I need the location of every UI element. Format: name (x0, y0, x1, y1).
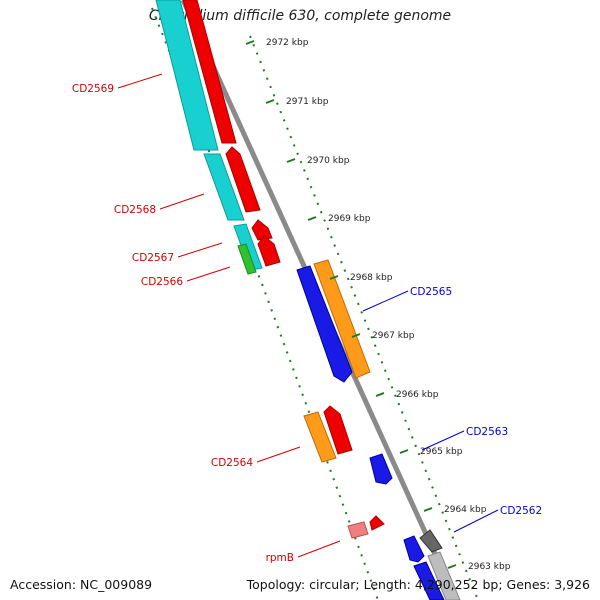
kbp-tick-label: 2970 kbp (307, 156, 350, 166)
gene-label-cd2568[interactable]: CD2568 (114, 204, 156, 216)
feature-cd2569-cyan[interactable] (155, 0, 219, 151)
kbp-tick-label: 2968 kbp (350, 273, 393, 283)
gene-leader-line (421, 430, 465, 451)
kbp-tick-label: 2971 kbp (286, 97, 329, 107)
kbp-tick-mark (351, 333, 361, 338)
accession-text: Accession: NC_009089 (10, 577, 153, 592)
kbp-tick-layer: 2972 kbp 2971 kbp 2970 kbp 2969 kbp 2968 kbp… (245, 38, 511, 572)
inner-tick-line (249, 35, 479, 600)
kbp-tick-mark (286, 158, 296, 163)
gene-label-rpmb[interactable]: rpmB (266, 552, 294, 564)
genome-summary-text: Topology: circular; Length: 4,290,252 bp… (246, 577, 590, 592)
kbp-tick-label: 2966 kbp (396, 390, 439, 400)
kbp-tick-mark (329, 275, 339, 280)
gene-label-cd2565[interactable]: CD2565 (410, 286, 452, 298)
gene-label-cd2567[interactable]: CD2567 (132, 252, 174, 264)
kbp-tick-label: 2963 kbp (468, 562, 511, 572)
kbp-tick-label: 2972 kbp (266, 38, 309, 48)
gene-leader-line (186, 266, 231, 282)
gene-leader-line (453, 509, 499, 533)
map-title: Clostridium difficile 630, complete geno… (148, 8, 452, 24)
gene-label-cd2569[interactable]: CD2569 (72, 83, 114, 95)
gene-label-cd2564[interactable]: CD2564 (211, 457, 253, 469)
kbp-tick-mark (447, 564, 457, 569)
feature-cd2562-gray[interactable] (419, 529, 461, 600)
feature-cd2565-blue[interactable] (296, 265, 353, 383)
feature-cd2565-orange[interactable] (313, 259, 371, 379)
kbp-tick-mark (265, 99, 275, 104)
feature-cd2562-blue[interactable] (403, 535, 445, 600)
feature-cd2567-red[interactable] (251, 219, 281, 267)
feature-cd2563-blue[interactable] (369, 453, 393, 485)
feature-cd2568-red[interactable] (225, 146, 261, 213)
feature-rpmb-pink[interactable] (347, 521, 369, 539)
feature-cd2568-cyan[interactable] (203, 153, 245, 221)
kbp-tick-label: 2964 kbp (444, 505, 487, 515)
gene-label-cd2563[interactable]: CD2563 (466, 426, 508, 438)
kbp-tick-mark (375, 392, 385, 397)
feature-cd2564-red[interactable] (323, 405, 353, 455)
kbp-tick-label: 2969 kbp (328, 214, 371, 224)
gene-leader-line (297, 540, 341, 558)
outer-tick-line-lower (261, 283, 379, 600)
kbp-tick-label: 2967 kbp (372, 331, 415, 341)
feature-cd2564-orange[interactable] (303, 411, 337, 463)
kbp-tick-mark (399, 449, 409, 454)
gene-label-layer: CD2569 CD2568 CD2567 CD2566 CD2564 rpmB CD2565… (72, 73, 542, 564)
gene-label-cd2566[interactable]: CD2566 (141, 276, 183, 288)
kbp-tick-mark (307, 216, 317, 221)
feature-rpmb-red[interactable] (369, 515, 385, 531)
kbp-tick-mark (423, 507, 433, 512)
gene-leader-line (177, 242, 223, 258)
gene-leader-line (117, 73, 163, 89)
feature-cd2566-green[interactable] (237, 243, 257, 275)
gene-leader-line (159, 193, 205, 210)
gene-label-cd2562[interactable]: CD2562 (500, 505, 542, 517)
kbp-tick-mark (245, 40, 255, 45)
kbp-tick-label: 2965 kbp (420, 447, 463, 457)
feature-cd2569-red[interactable] (182, 0, 237, 144)
gene-leader-line (362, 290, 409, 312)
gene-leader-line (256, 446, 301, 463)
